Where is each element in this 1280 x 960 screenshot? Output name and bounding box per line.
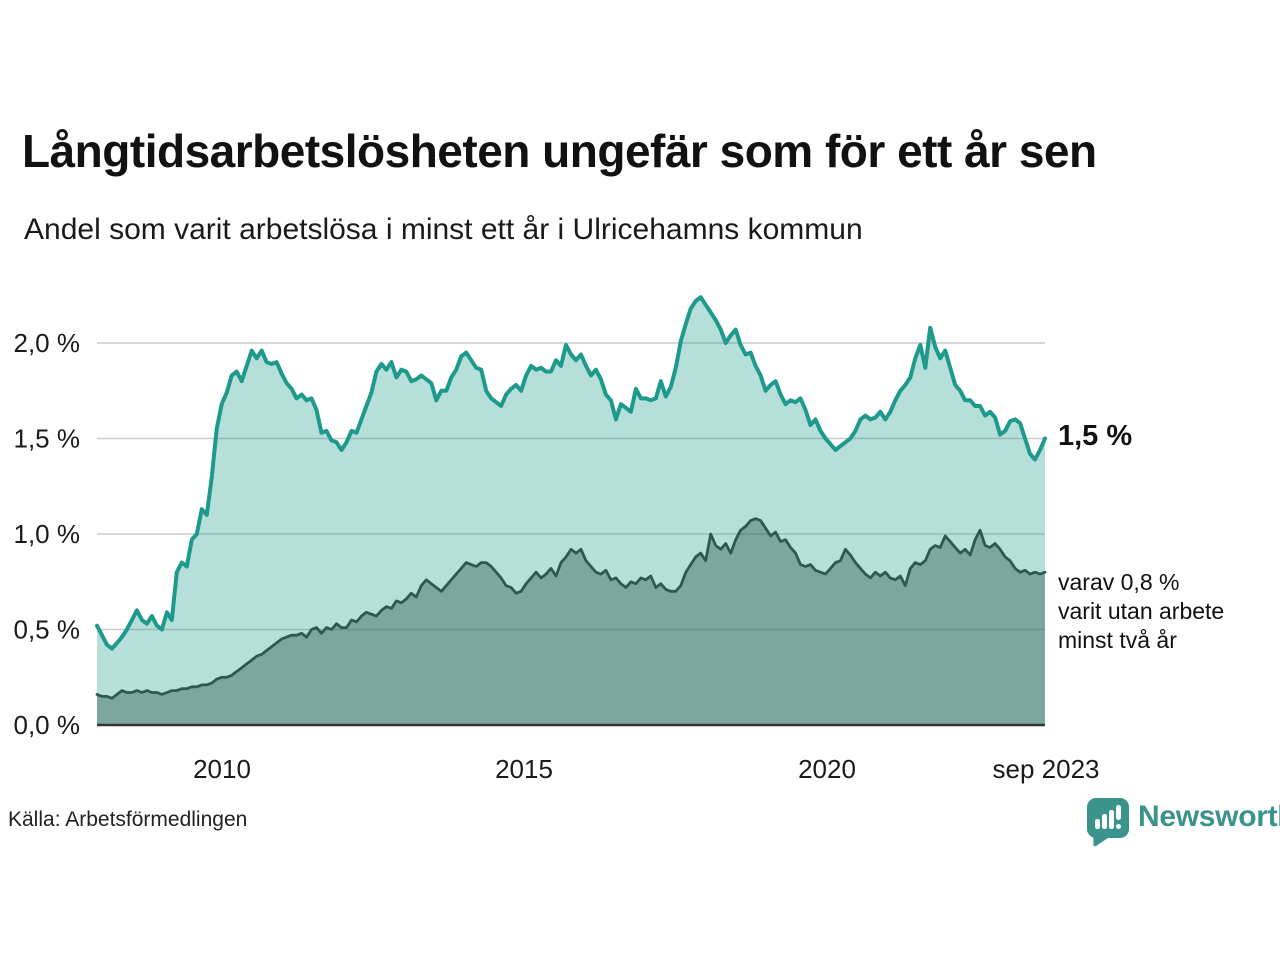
page-title: Långtidsarbetslösheten ungefär som för e… <box>22 125 1097 177</box>
series-line <box>95 295 1047 651</box>
x-tick-label: sep 2023 <box>993 754 1100 784</box>
source-attribution: Källa: Arbetsförmedlingen <box>8 808 248 831</box>
y-tick-label: 2,0 % <box>14 328 81 358</box>
area-fill <box>97 297 1045 725</box>
newsworthy-logo: Newsworthy <box>1087 798 1280 848</box>
newsworthy-logo-icon <box>1087 798 1129 847</box>
newsworthy-logo-text: Newsworthy <box>1138 800 1280 833</box>
area-fill <box>97 518 1045 725</box>
page-subtitle: Andel som varit arbetslösa i minst ett å… <box>24 213 863 246</box>
y-tick-label: 0,5 % <box>14 615 81 645</box>
x-tick-label: 2020 <box>798 754 856 784</box>
x-tick-label: 2015 <box>495 754 553 784</box>
y-tick-label: 1,5 % <box>14 424 81 454</box>
series-annotation-two-years: varav 0,8 % varit utan arbete minst två … <box>1058 569 1225 653</box>
x-tick-label: 2010 <box>193 754 251 784</box>
series-end-value-label: 1,5 % <box>1058 420 1133 452</box>
series-line <box>95 517 1047 700</box>
y-tick-label: 0,0 % <box>14 710 81 740</box>
y-tick-label: 1,0 % <box>14 519 81 549</box>
